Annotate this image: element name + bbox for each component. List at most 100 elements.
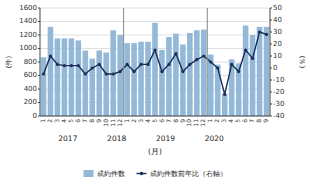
x-tick-label: 7 xyxy=(81,119,88,123)
y2-tick xyxy=(270,92,272,93)
legend-marker xyxy=(140,172,144,176)
line-marker xyxy=(146,63,149,66)
y-tick xyxy=(38,89,40,90)
x-tick-label: 10 xyxy=(102,119,109,127)
line-marker xyxy=(98,63,101,66)
line-marker xyxy=(70,64,73,67)
grid-line xyxy=(40,21,270,22)
y-tick xyxy=(38,21,40,22)
divider xyxy=(123,8,124,116)
y-tick-label: 800 xyxy=(24,58,37,66)
bar xyxy=(236,63,242,116)
x-tick-label: 4 xyxy=(60,119,67,123)
legend-item: 成約件数前年比（右軸） xyxy=(137,170,227,178)
line-marker xyxy=(244,48,247,51)
y2-tick-label: -10 xyxy=(273,76,284,84)
legend-label: 成約件数前年比（右軸） xyxy=(150,170,227,178)
x-tick-label: 5 xyxy=(151,119,158,123)
x-tick-label: 9 xyxy=(179,119,186,123)
line-marker xyxy=(223,93,226,96)
line-marker xyxy=(160,70,163,73)
bar xyxy=(48,27,54,116)
y-tick xyxy=(38,35,40,36)
y-tick-label: 1000 xyxy=(19,44,37,52)
y-tick xyxy=(38,48,40,49)
x-tick-label: 11 xyxy=(192,119,199,127)
y-tick xyxy=(38,102,40,103)
legend-item: 成約件数 xyxy=(84,170,125,178)
y-tick-label: 1400 xyxy=(19,17,37,25)
line-marker xyxy=(202,54,205,57)
x-tick-label: 3 xyxy=(53,119,60,123)
x-tick-label: 7 xyxy=(165,119,172,123)
bar xyxy=(194,30,200,116)
y2-tick-label: 30 xyxy=(273,28,282,36)
line-marker xyxy=(126,63,129,66)
y2-tick-label: 20 xyxy=(273,40,282,48)
line-marker xyxy=(230,63,233,66)
line-marker xyxy=(251,57,254,60)
y-tick-label: 1600 xyxy=(19,4,37,12)
x-tick-label: 1 xyxy=(39,119,46,123)
bar xyxy=(96,51,102,116)
bar xyxy=(180,44,186,116)
x-tick-label: 3 xyxy=(137,119,144,123)
line xyxy=(43,32,266,94)
bar xyxy=(250,35,256,116)
y2-tick xyxy=(270,80,272,81)
y2-tick-label: 40 xyxy=(273,16,282,24)
x-tick-label: 5 xyxy=(67,119,74,123)
line-marker xyxy=(139,63,142,66)
y-tick-label: 200 xyxy=(24,98,37,106)
line-marker xyxy=(112,72,115,75)
x-tick-label: 8 xyxy=(88,119,95,123)
legend-swatch xyxy=(84,170,94,177)
x-tick-label: 9 xyxy=(262,119,269,123)
x-axis-label: (月) xyxy=(148,147,162,156)
line-marker xyxy=(91,66,94,69)
x-tick-label: 4 xyxy=(227,119,234,123)
line-marker xyxy=(42,72,45,75)
line-marker xyxy=(49,54,52,57)
bar xyxy=(55,38,61,116)
x-tick-label: 9 xyxy=(95,119,102,123)
bar xyxy=(117,35,123,116)
x-tick-label: 1 xyxy=(123,119,130,123)
x-tick-label: 4 xyxy=(144,119,151,123)
line-marker xyxy=(174,52,177,55)
bar xyxy=(124,43,130,116)
x-tick-label: 5 xyxy=(234,119,241,123)
bar xyxy=(103,53,109,116)
y-axis-label: (件) xyxy=(5,56,13,69)
y2-tick xyxy=(270,116,272,117)
y2-tick xyxy=(270,44,272,45)
bar xyxy=(201,30,207,116)
bar xyxy=(222,94,228,116)
plot-area xyxy=(41,23,270,116)
y-tick xyxy=(38,75,40,76)
x-axis xyxy=(40,116,270,117)
line-marker xyxy=(188,63,191,66)
year-label: 2018 xyxy=(107,134,126,143)
y2-tick xyxy=(270,56,272,57)
x-tick-label: 8 xyxy=(255,119,262,123)
x-tick-label: 12 xyxy=(116,119,123,127)
line-marker xyxy=(237,70,240,73)
bar xyxy=(159,50,165,116)
bar xyxy=(187,33,193,116)
grid-line xyxy=(40,116,270,117)
y2-axis xyxy=(270,8,271,116)
bar xyxy=(166,37,172,116)
x-tick-label: 8 xyxy=(172,119,179,123)
x-tick-label: 3 xyxy=(220,119,227,123)
legend: 成約件数 成約件数前年比（右軸） xyxy=(84,170,227,178)
year-label: 2017 xyxy=(58,134,77,143)
bar xyxy=(243,26,249,116)
grid-line xyxy=(40,8,270,9)
x-tick-label: 2 xyxy=(130,119,137,123)
bar xyxy=(264,27,270,116)
bar xyxy=(41,57,47,116)
chart: 2017201820192020020040060080010001200140… xyxy=(0,0,310,186)
x-tick-label: 6 xyxy=(241,119,248,123)
y2-tick-label: 50 xyxy=(273,4,282,12)
